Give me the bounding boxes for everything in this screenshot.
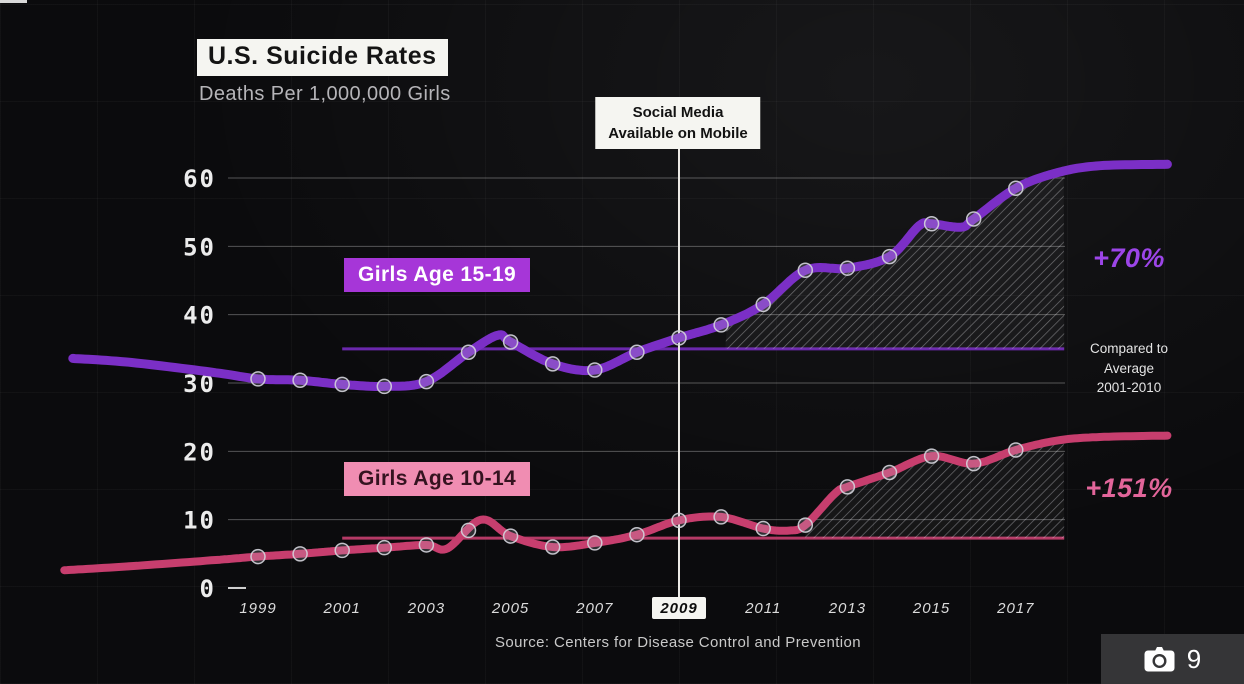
data-point-marker xyxy=(965,455,982,472)
source-credit: Source: Centers for Disease Control and … xyxy=(494,634,862,651)
data-point-marker xyxy=(755,296,771,313)
data-point-marker xyxy=(418,537,435,553)
chart-subtitle: Deaths Per 1,000,000 Girls xyxy=(199,83,451,105)
x-axis-label: 2001 xyxy=(323,600,361,617)
data-point-marker xyxy=(881,248,898,265)
data-point-marker xyxy=(1008,180,1024,197)
y-axis-label: 50 xyxy=(183,233,216,261)
x-axis-label: 2015 xyxy=(912,600,950,617)
x-axis-label: 2013 xyxy=(828,600,866,617)
series-line-teens xyxy=(68,159,1172,391)
screenshot-count: 9 xyxy=(1186,643,1202,674)
data-point-marker xyxy=(460,522,477,539)
teens-change-callout: +70% xyxy=(1093,243,1165,273)
data-point-marker xyxy=(502,334,519,350)
data-point-marker xyxy=(881,464,898,481)
data-point-marker xyxy=(250,371,266,387)
data-point-marker xyxy=(292,372,308,389)
data-point-marker xyxy=(839,479,856,495)
series-line-tweens xyxy=(60,431,1172,575)
x-axis-label: 2017 xyxy=(996,600,1034,617)
data-point-marker xyxy=(587,535,603,551)
page-title: U.S. Suicide Rates xyxy=(197,39,448,76)
data-point-marker xyxy=(334,376,350,393)
data-point-marker xyxy=(292,546,308,562)
comparison-line3: 2001-2010 xyxy=(1096,380,1162,396)
data-point-marker xyxy=(797,262,814,279)
series-label-girls-10-14: Girls Age 10-14 xyxy=(344,462,531,496)
highlighted-tick-box xyxy=(652,597,706,619)
data-point-marker xyxy=(334,542,350,559)
annotation-line1: Social Media xyxy=(632,104,724,121)
x-axis-label: 2003 xyxy=(407,600,445,617)
data-point-marker xyxy=(839,260,856,276)
comparison-line1: Compared to xyxy=(1089,341,1169,356)
data-point-marker xyxy=(671,330,687,346)
camera-icon xyxy=(1144,646,1175,671)
data-point-marker xyxy=(923,216,940,232)
screenshot-count-badge[interactable]: 9 xyxy=(1101,634,1244,684)
data-point-marker xyxy=(418,373,435,390)
social-media-annotation: Social Media Available on Mobile xyxy=(595,97,761,149)
y-axis-label: 10 xyxy=(183,507,216,535)
y-axis-label: 40 xyxy=(183,302,216,330)
annotation-line2: Available on Mobile xyxy=(608,125,748,142)
data-point-marker xyxy=(713,509,729,525)
data-point-marker xyxy=(250,548,266,565)
data-point-marker xyxy=(1008,442,1024,458)
data-point-marker xyxy=(965,211,982,227)
data-point-marker xyxy=(376,539,393,556)
data-point-marker xyxy=(797,517,814,533)
x-axis-label: 2005 xyxy=(491,600,529,617)
y-axis-label: 0 xyxy=(200,575,216,603)
data-point-marker xyxy=(544,539,561,555)
data-point-marker xyxy=(544,356,561,372)
comparison-line2: Average xyxy=(1103,360,1155,376)
x-axis-label: 1999 xyxy=(239,600,276,617)
data-point-marker xyxy=(502,528,519,544)
screen-artifact xyxy=(0,0,27,3)
hatch-area-tweens xyxy=(805,439,1065,539)
x-axis-label: 2007 xyxy=(575,600,613,617)
data-point-marker xyxy=(587,362,603,378)
data-point-marker xyxy=(376,378,393,395)
data-point-marker xyxy=(629,526,645,543)
y-axis-label: 20 xyxy=(183,438,216,466)
data-point-marker xyxy=(923,448,940,464)
data-point-marker xyxy=(629,344,645,361)
x-axis-label: 2011 xyxy=(744,600,781,617)
comparison-note: Compared to Average 2001-2010 xyxy=(1077,339,1181,398)
series-label-girls-15-19: Girls Age 15-19 xyxy=(344,258,531,292)
data-point-marker xyxy=(671,512,687,529)
tweens-change-callout: +151% xyxy=(1085,473,1173,503)
data-point-marker xyxy=(460,344,477,361)
y-axis-label: 60 xyxy=(183,165,216,193)
data-point-marker xyxy=(713,317,729,333)
data-point-marker xyxy=(755,520,771,537)
x-axis-label: 2009 xyxy=(659,600,697,617)
